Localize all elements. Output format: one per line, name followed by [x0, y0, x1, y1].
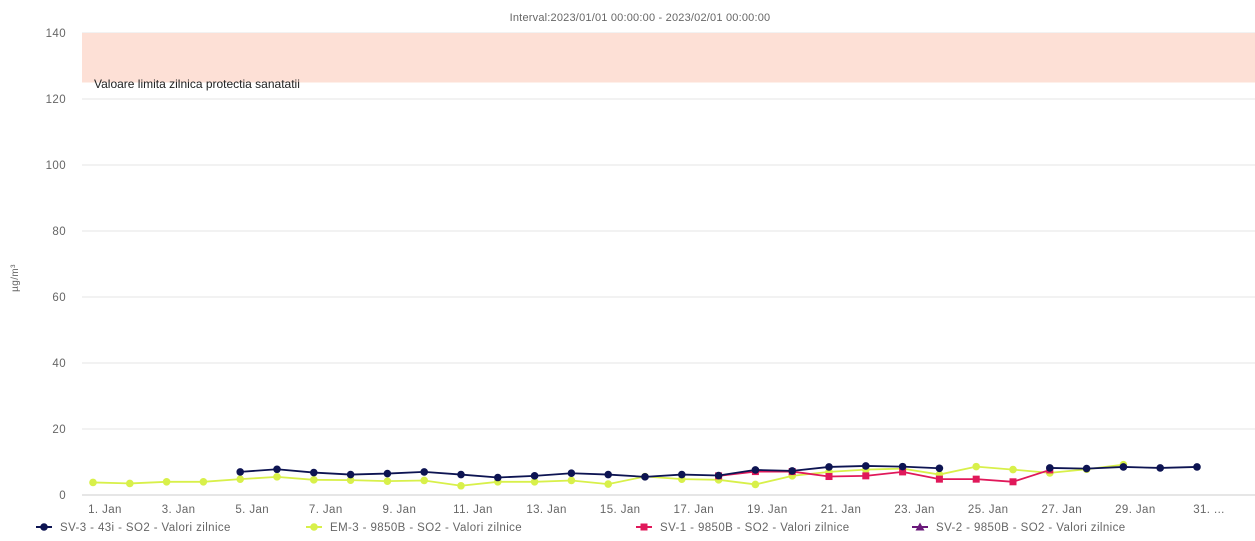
y-tick-label: 80: [52, 226, 66, 238]
y-axis-ticks: 0 20 40 60 80 100 120 140: [46, 28, 66, 502]
legend-label: SV-2 - 9850B - SO2 - Valori zilnice: [936, 522, 1126, 534]
y-tick-label: 140: [46, 28, 66, 40]
data-point: [1046, 464, 1054, 472]
legend-marker: [640, 523, 648, 531]
x-axis-ticks: 1. Jan 3. Jan 5. Jan 7. Jan 9. Jan 11. Jan 13.…: [88, 504, 1225, 516]
data-point: [383, 477, 392, 485]
data-point: [899, 468, 907, 476]
data-point: [346, 476, 355, 484]
data-point: [236, 475, 244, 483]
chart-title: Interval:2023/01/01 00:00:00 - 2023/02/0…: [510, 12, 771, 24]
data-point: [273, 473, 281, 481]
data-point: [714, 471, 723, 480]
data-point: [751, 466, 760, 474]
data-point: [567, 476, 576, 485]
limit-band: [82, 33, 1255, 83]
x-tick-label: 27. Jan: [1042, 504, 1083, 516]
y-tick-label: 100: [46, 160, 66, 172]
x-tick-label: 31. ...: [1193, 504, 1225, 516]
data-point: [604, 470, 612, 479]
data-point: [1193, 463, 1201, 471]
data-point: [162, 478, 171, 486]
x-tick-label: 1. Jan: [88, 504, 122, 516]
data-point: [1119, 463, 1128, 471]
x-tick-label: 7. Jan: [309, 504, 343, 516]
series-line: [718, 469, 1051, 483]
y-axis-title-group: µg/m³: [10, 264, 21, 292]
y-tick-label: 60: [52, 292, 66, 304]
y-tick-label: 40: [52, 358, 66, 370]
data-point: [457, 481, 465, 490]
data-point: [825, 463, 833, 471]
x-tick-label: 15. Jan: [600, 504, 641, 516]
data-point: [457, 470, 465, 479]
legend-marker: [310, 523, 318, 531]
legend-label: EM-3 - 9850B - SO2 - Valori zilnice: [330, 522, 522, 534]
data-point: [1156, 464, 1164, 472]
data-point: [310, 476, 318, 484]
x-tick-label: 17. Jan: [674, 504, 715, 516]
data-point: [862, 462, 870, 470]
legend-item[interactable]: SV-3 - 43i - SO2 - Valori zilnice: [36, 522, 231, 534]
y-tick-label: 120: [46, 94, 66, 106]
legend-marker: [40, 523, 48, 531]
data-point: [972, 462, 980, 471]
data-point: [273, 465, 281, 474]
data-point: [494, 473, 502, 482]
series-line: [240, 465, 940, 479]
data-point: [420, 468, 429, 476]
data-point: [751, 480, 760, 489]
data-point: [420, 476, 429, 485]
legend-item[interactable]: SV-1 - 9850B - SO2 - Valori zilnice: [636, 522, 850, 534]
y-tick-label: 0: [59, 490, 66, 502]
x-tick-label: 29. Jan: [1115, 504, 1156, 516]
x-tick-label: 13. Jan: [526, 504, 567, 516]
legend-marker: [915, 522, 925, 531]
legend-item[interactable]: EM-3 - 9850B - SO2 - Valori zilnice: [306, 522, 522, 534]
data-point: [530, 472, 539, 480]
data-point: [898, 462, 907, 471]
legend-item[interactable]: SV-2 - 9850B - SO2 - Valori zilnice: [912, 522, 1126, 534]
data-point: [972, 475, 980, 483]
limit-band-label: Valoare limita zilnica protectia sanatat…: [94, 77, 300, 91]
series-layer: [89, 460, 1201, 490]
data-point: [530, 478, 539, 486]
data-point: [825, 473, 833, 481]
x-tick-label: 9. Jan: [383, 504, 417, 516]
x-tick-label: 21. Jan: [821, 504, 862, 516]
data-point: [641, 473, 649, 481]
x-tick-label: 5. Jan: [235, 504, 269, 516]
y-axis-title: µg/m³: [10, 264, 21, 292]
x-tick-label: 19. Jan: [747, 504, 788, 516]
gridlines: [82, 32, 1255, 430]
y-tick-label: 20: [52, 424, 66, 436]
legend: SV-3 - 43i - SO2 - Valori zilnice EM-3 - …: [36, 522, 1126, 534]
data-point: [383, 469, 392, 478]
data-point: [1082, 464, 1091, 473]
data-point: [126, 479, 134, 488]
data-point: [346, 470, 355, 479]
data-point: [89, 478, 97, 487]
legend-label: SV-1 - 9850B - SO2 - Valori zilnice: [660, 522, 850, 534]
data-point: [310, 468, 318, 477]
data-point: [604, 480, 612, 488]
data-point: [236, 468, 244, 476]
data-point: [935, 464, 944, 473]
data-point: [862, 472, 870, 480]
data-point: [1009, 465, 1017, 474]
data-point: [788, 467, 796, 475]
x-tick-label: 3. Jan: [162, 504, 196, 516]
x-tick-label: 11. Jan: [453, 504, 493, 516]
legend-label: SV-3 - 43i - SO2 - Valori zilnice: [60, 522, 231, 534]
x-tick-label: 25. Jan: [968, 504, 1009, 516]
series-0: [236, 462, 1201, 482]
x-tick-label: 23. Jan: [894, 504, 935, 516]
data-point: [1009, 478, 1017, 486]
data-point: [935, 475, 943, 483]
data-point: [199, 478, 208, 486]
data-point: [567, 469, 576, 478]
data-point: [678, 470, 686, 479]
